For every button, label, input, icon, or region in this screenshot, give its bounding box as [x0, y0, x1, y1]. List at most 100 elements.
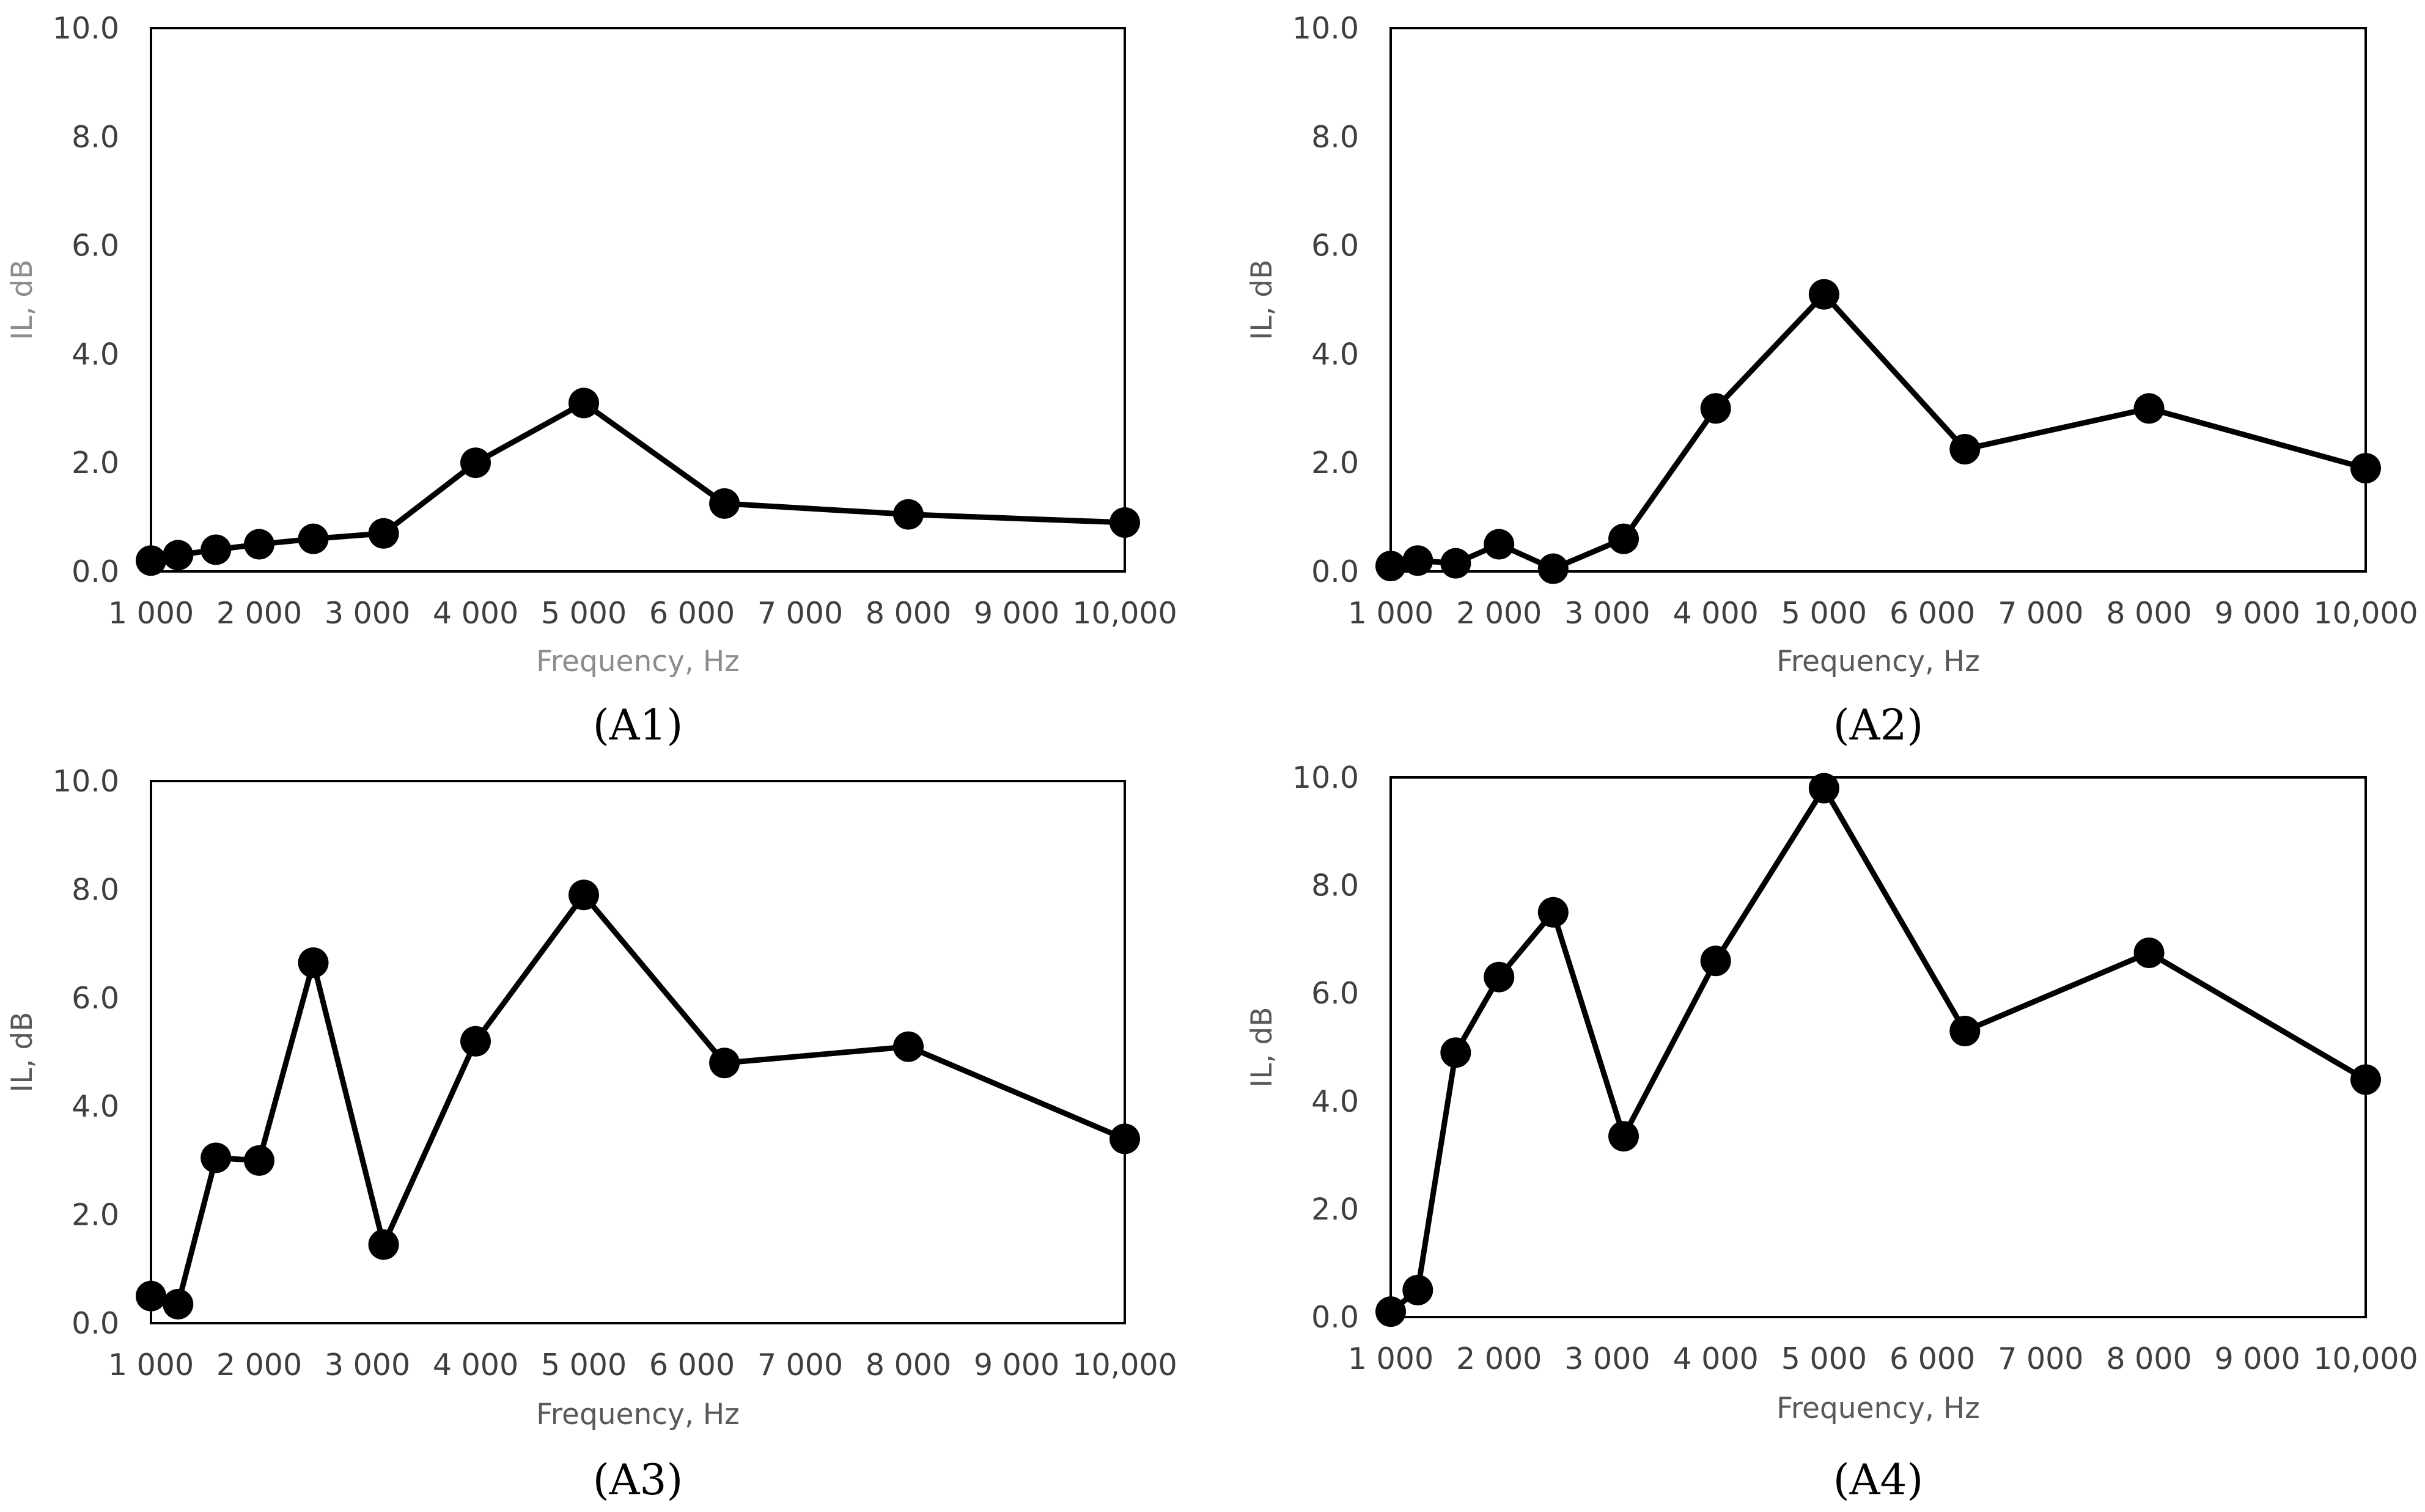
panel-caption: (A4): [1833, 1456, 1924, 1505]
x-tick-label: 9 000: [2215, 596, 2300, 631]
y-tick-label: 10.0: [53, 11, 119, 46]
x-tick-label: 5 000: [1781, 1341, 1867, 1376]
x-tick-label: 7 000: [757, 596, 843, 631]
x-tick-label: 7 000: [1998, 596, 2083, 631]
x-tick-label: 8 000: [866, 1348, 951, 1382]
x-tick-label: 9 000: [2215, 1341, 2300, 1376]
x-tick-label: 9 000: [974, 596, 1059, 631]
y-tick-label: 8.0: [72, 872, 119, 907]
data-point: [368, 1229, 399, 1260]
y-tick-label: 8.0: [1311, 868, 1359, 903]
panel-caption: (A3): [593, 1456, 683, 1505]
x-tick-label: 5 000: [541, 1348, 627, 1382]
x-tick-label: 8 000: [2106, 1341, 2191, 1376]
chart-panel-3: 0.0 2.0 4.0 6.0 8.0 10.0 1 000 2 000 3 000 4 000 5…: [6, 764, 1177, 1505]
chart-panel-4: 0.0 2.0 4.0 6.0 8.0 10.0 1 000 2 000 3 000 4 000 5…: [1245, 760, 2418, 1505]
y-tick-label: 0.0: [72, 1306, 119, 1341]
data-point: [1537, 897, 1569, 928]
y-tick-label: 6.0: [1311, 229, 1359, 263]
y-axis-title: IL, dB: [1245, 259, 1279, 340]
x-tick-label: 6 000: [1890, 1341, 1975, 1376]
x-tick-label: 10,000: [1072, 1348, 1177, 1382]
data-point: [1440, 548, 1471, 579]
x-tick-label: 1 000: [1348, 1341, 1433, 1376]
data-point: [1375, 551, 1406, 582]
x-tick-label: 6 000: [649, 1348, 735, 1382]
x-tick-label: 2 000: [1456, 596, 1542, 631]
y-tick-label: 10.0: [1292, 11, 1359, 46]
x-axis-title: Frequency, Hz: [1776, 645, 1980, 678]
y-tick-label: 2.0: [1311, 1192, 1359, 1227]
data-point: [136, 1280, 166, 1312]
series-line: [1389, 785, 2368, 1314]
y-tick-label: 8.0: [72, 120, 119, 155]
data-point: [163, 540, 194, 571]
x-tick-label: 5 000: [541, 596, 627, 631]
data-point: [1700, 393, 1731, 424]
plot-frame: [1389, 27, 2367, 573]
x-tick-label: 10,000: [1072, 596, 1177, 631]
x-tick-label: 1 000: [108, 1348, 194, 1382]
data-point: [298, 523, 329, 554]
x-axis-title: Frequency, Hz: [536, 1398, 740, 1431]
data-point: [893, 499, 924, 530]
x-tick-label: 1 000: [1348, 596, 1433, 631]
plot-frame: [150, 27, 1126, 573]
series-line: [150, 892, 1126, 1307]
x-tick-label: 2 000: [1456, 1341, 1542, 1376]
chart-panel-2: 0.0 2.0 4.0 6.0 8.0 10.0 1 000 2 000 3 000 4 000 5…: [1245, 11, 2418, 750]
series-line: [1390, 292, 2367, 572]
x-tick-label: 4 000: [1673, 1341, 1759, 1376]
x-tick-label: 8 000: [866, 596, 951, 631]
data-point: [1700, 945, 1731, 977]
data-point: [2133, 937, 2165, 968]
data-point: [244, 1145, 274, 1176]
y-tick-label: 2.0: [72, 1198, 119, 1233]
y-tick-label: 0.0: [72, 554, 119, 589]
data-point: [1484, 961, 1515, 993]
x-tick-label: 10,000: [2313, 1341, 2418, 1376]
y-axis-title: IL, dB: [6, 1011, 39, 1092]
data-point: [298, 947, 329, 978]
data-point: [893, 1031, 924, 1062]
y-tick-label: 6.0: [72, 229, 119, 263]
data-point: [1949, 433, 1981, 464]
x-tick-label: 4 000: [433, 1348, 518, 1382]
x-tick-label: 10,000: [2313, 596, 2418, 631]
y-tick-label: 4.0: [72, 337, 119, 372]
x-tick-label: 3 000: [325, 1348, 410, 1382]
data-point: [163, 1288, 194, 1319]
data-point: [1608, 523, 1639, 554]
data-point: [709, 488, 740, 519]
data-point: [460, 1026, 491, 1057]
y-tick-label: 4.0: [1311, 1084, 1359, 1119]
x-tick-label: 3 000: [1564, 596, 1650, 631]
x-tick-label: 4 000: [1673, 596, 1759, 631]
x-tick-label: 1 000: [108, 596, 194, 631]
data-point: [569, 387, 599, 419]
y-tick-label: 6.0: [72, 981, 119, 1016]
data-point: [1440, 1037, 1471, 1068]
x-tick-label: 5 000: [1781, 596, 1867, 631]
x-tick-label: 3 000: [325, 596, 410, 631]
x-tick-label: 2 000: [216, 1348, 302, 1382]
data-point: [460, 447, 491, 479]
data-point: [2350, 453, 2381, 484]
y-tick-label: 2.0: [72, 446, 119, 480]
data-point: [136, 545, 166, 576]
data-point: [709, 1048, 740, 1079]
data-point: [244, 529, 274, 560]
panel-caption: (A1): [593, 701, 683, 750]
data-point: [569, 879, 599, 911]
data-point: [1484, 529, 1515, 560]
data-point: [2133, 393, 2165, 424]
data-point: [1608, 1121, 1639, 1152]
panel-caption: (A2): [1833, 701, 1924, 750]
x-tick-label: 9 000: [974, 1348, 1059, 1382]
x-axis-title: Frequency, Hz: [536, 645, 740, 678]
x-tick-label: 7 000: [757, 1348, 843, 1382]
data-point: [1402, 1274, 1433, 1305]
data-point: [201, 1142, 232, 1173]
x-tick-label: 8 000: [2106, 596, 2191, 631]
